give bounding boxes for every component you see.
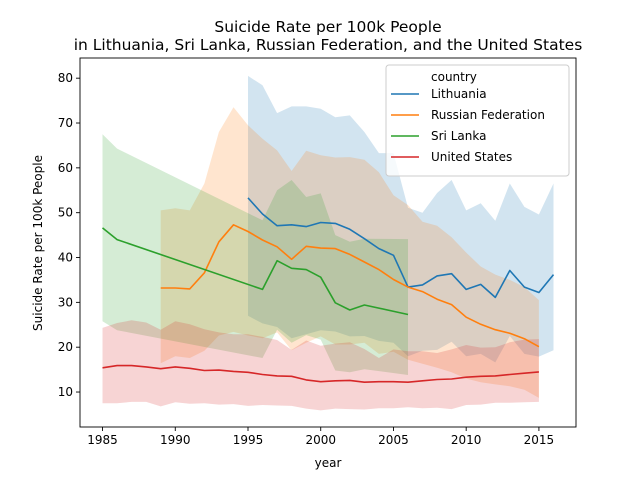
chart-title-line-2: in Lithuania, Sri Lanka, Russian Federat… [74, 36, 583, 54]
axes: 1985 1990 1995 2000 2005 2010 2015 10 20 30 40 50 60… [58, 57, 577, 447]
x-tick-label: 1990 [160, 433, 191, 447]
legend-box [385, 64, 570, 177]
x-tick-label: 2015 [524, 433, 555, 447]
legend-title: country [431, 70, 477, 84]
x-tick-label: 2005 [378, 433, 409, 447]
y-tick-label: 20 [58, 340, 73, 354]
line-sri-lanka [101, 227, 409, 316]
band-lithuania [248, 75, 554, 363]
legend-label-sri-lanka: Sri Lanka [431, 129, 486, 143]
band-russian-federation [160, 107, 539, 398]
series-lines [101, 197, 555, 384]
legend-label-lithuania: Lithuania [431, 87, 487, 101]
band-sri-lanka [102, 134, 408, 375]
y-tick-label: 70 [58, 116, 73, 130]
plot-area: 1985 1990 1995 2000 2005 2010 2015 10 20 30 40 50 60… [58, 57, 577, 447]
line-united-states [102, 364, 539, 384]
y-axis-label: Suicide Rate per 100k People [31, 155, 45, 331]
y-tick-label: 50 [58, 206, 73, 220]
band-united-states [102, 320, 539, 411]
y-tick-label: 40 [58, 251, 73, 265]
x-axis-label: year [315, 456, 342, 470]
legend-label-russian-federation: Russian Federation [431, 108, 545, 122]
line-lithuania [247, 197, 555, 299]
x-tick-label: 1995 [233, 433, 264, 447]
confidence-bands [102, 75, 554, 411]
x-tick-label: 2000 [305, 433, 336, 447]
x-tick-label: 2010 [451, 433, 482, 447]
x-tick-label: 1985 [87, 433, 118, 447]
y-tick-label: 80 [58, 71, 73, 85]
y-tick-label: 10 [58, 385, 73, 399]
plot-frame [79, 57, 577, 428]
y-tick-label: 30 [58, 295, 73, 309]
legend-label-united-states: United States [431, 150, 512, 164]
chart-title-line-1: Suicide Rate per 100k People [214, 18, 441, 36]
line-russian-federation [160, 224, 540, 348]
legend: country Lithuania Russian Federation Sri La… [385, 64, 570, 177]
y-tick-label: 60 [58, 161, 73, 175]
